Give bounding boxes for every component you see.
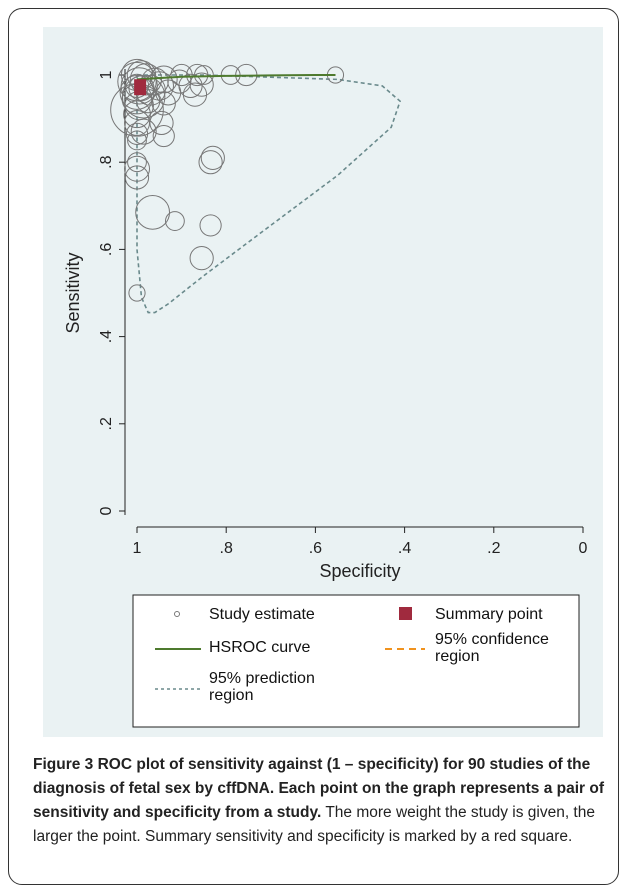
study-point bbox=[189, 246, 214, 271]
y-axis-label: Sensitivity bbox=[63, 252, 83, 333]
study-point bbox=[167, 69, 192, 94]
study-point bbox=[189, 72, 214, 97]
study-point bbox=[128, 284, 146, 302]
study-point bbox=[152, 124, 175, 148]
x-tick-label: .8 bbox=[220, 540, 233, 557]
y-tick-label: .4 bbox=[98, 330, 115, 343]
y-tick-label: .6 bbox=[98, 243, 115, 256]
study-point bbox=[127, 130, 147, 151]
x-axis-label: Specificity bbox=[319, 561, 400, 581]
legend-label: 95% confidence region bbox=[435, 631, 549, 665]
caption-regular-text: The more weight the study is given, the … bbox=[33, 804, 595, 845]
study-point bbox=[124, 165, 150, 190]
legend-label: Study estimate bbox=[209, 606, 315, 623]
legend-label: HSROC curve bbox=[209, 639, 310, 656]
legend-label: 95% prediction region bbox=[209, 670, 315, 704]
roc-chart: 0 .2 .4 .6 .8 1 1 .8 .6 .4 .2 0 Specificity Sensitivi… bbox=[63, 58, 588, 728]
hsroc-curve bbox=[136, 74, 336, 81]
caption-bold-text: ROC plot of sensitivity against (1 – spe… bbox=[33, 756, 605, 821]
x-tick-label: 1 bbox=[133, 540, 142, 557]
caption-figure-label: Figure 3 bbox=[33, 756, 94, 773]
y-tick-label: 1 bbox=[98, 70, 115, 79]
y-tick-label: .8 bbox=[98, 155, 115, 168]
study-point bbox=[136, 89, 161, 114]
x-tick-label: .2 bbox=[487, 540, 500, 557]
y-tick-label: .2 bbox=[98, 417, 115, 430]
study-point bbox=[198, 150, 223, 175]
study-point bbox=[165, 211, 185, 231]
prediction-region bbox=[136, 74, 402, 314]
study-point bbox=[151, 91, 176, 116]
study-point bbox=[135, 194, 171, 230]
study-point bbox=[194, 65, 214, 85]
y-tick-label: 0 bbox=[98, 506, 115, 515]
study-point bbox=[125, 122, 149, 145]
legend-box bbox=[132, 594, 580, 728]
study-point bbox=[149, 110, 174, 136]
study-point bbox=[199, 214, 222, 237]
x-tick-label: .4 bbox=[398, 540, 411, 557]
x-tick-label: .6 bbox=[309, 540, 322, 557]
study-point bbox=[127, 152, 147, 173]
figure-frame: 0 .2 .4 .6 .8 1 1 .8 .6 .4 .2 0 Specificity Sensitivi… bbox=[8, 8, 619, 885]
study-point bbox=[124, 155, 150, 182]
figure-caption: Figure 3 ROC plot of sensitivity against… bbox=[33, 753, 618, 849]
summary-point bbox=[134, 79, 147, 96]
legend-label: Summary point bbox=[435, 606, 543, 623]
legend-symbol-study-estimate bbox=[174, 611, 180, 617]
legend-symbol-summary-point bbox=[399, 607, 412, 620]
x-tick-label: 0 bbox=[579, 540, 588, 557]
study-point bbox=[130, 118, 157, 145]
study-point bbox=[200, 145, 225, 170]
study-point bbox=[170, 63, 193, 87]
plot-panel: 0 .2 .4 .6 .8 1 1 .8 .6 .4 .2 0 Specificity Sensitivi… bbox=[43, 27, 603, 737]
